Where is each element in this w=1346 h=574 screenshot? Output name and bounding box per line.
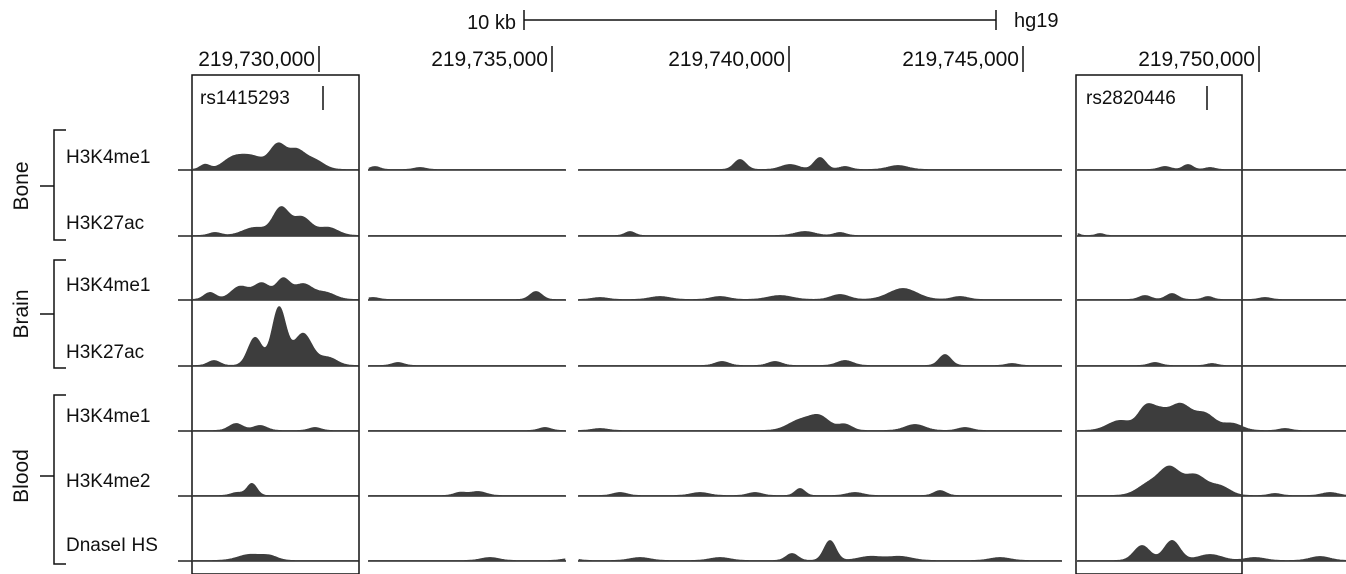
snp-label-2: rs2820446 — [1086, 88, 1176, 109]
snp-label-1: rs1415293 — [200, 88, 290, 109]
highlight-box-1: rs1415293 — [191, 74, 360, 574]
group-bracket — [40, 259, 66, 369]
ruler-label: 219,740,000 — [668, 48, 785, 71]
signal-tracks: H3K4me1 H3K27ac H3K4me1 H3K27ac H3K4me1 H3K4m… — [66, 142, 1346, 562]
group-bracket — [40, 129, 66, 241]
signal-area — [191, 402, 1346, 432]
ruler-label: 219,730,000 — [198, 48, 315, 71]
group-bracket — [40, 394, 66, 565]
track-label: H3K27ac — [66, 213, 144, 234]
track-label: H3K27ac — [66, 342, 144, 363]
scale-bar-label: 10 kb — [467, 12, 516, 34]
highlight-rect — [1075, 74, 1243, 574]
signal-area — [191, 277, 1346, 301]
group-label-brain: Brain — [10, 289, 33, 338]
track-label: H3K4me1 — [66, 275, 151, 296]
scale-bar: 10 kb hg19 — [467, 10, 1059, 34]
signal-area — [191, 306, 1346, 367]
track-label: H3K4me1 — [66, 147, 151, 168]
group-blood: Blood — [10, 394, 66, 565]
track: H3K27ac — [66, 306, 1346, 367]
signal-area — [191, 142, 1346, 171]
track: H3K4me1 — [66, 402, 1346, 432]
highlight-rect — [191, 74, 360, 574]
track: H3K4me1 — [66, 275, 1346, 301]
ruler-label: 219,735,000 — [431, 48, 548, 71]
coordinate-ruler: 219,730,000 219,735,000 219,740,000 219,745… — [198, 46, 1260, 72]
track: H3K4me2 — [66, 465, 1346, 497]
group-bone: Bone — [10, 129, 66, 241]
signal-area — [191, 206, 1346, 237]
track: DnaseI HS — [66, 535, 1346, 562]
track-label: H3K4me2 — [66, 471, 151, 492]
signal-area — [191, 539, 1346, 562]
track-label: H3K4me1 — [66, 406, 151, 427]
ruler-label: 219,745,000 — [902, 48, 1019, 71]
track-label: DnaseI HS — [66, 535, 158, 556]
track: H3K27ac — [66, 206, 1346, 237]
group-brain: Brain — [10, 259, 66, 369]
track: H3K4me1 — [66, 142, 1346, 171]
group-label-bone: Bone — [10, 161, 33, 210]
ruler-label: 219,750,000 — [1138, 48, 1255, 71]
highlight-box-2: rs2820446 — [1075, 74, 1243, 574]
signal-area — [191, 465, 1346, 497]
assembly-label: hg19 — [1014, 10, 1059, 32]
group-label-blood: Blood — [10, 449, 33, 503]
